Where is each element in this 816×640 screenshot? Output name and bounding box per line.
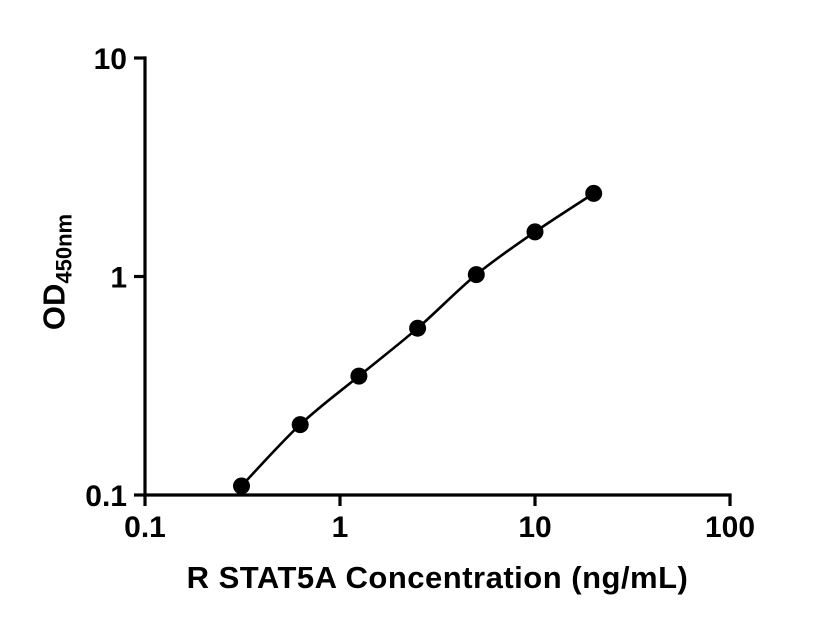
y-tick-label: 10 [94,43,127,76]
x-tick-label: 1 [332,511,349,544]
data-point [526,223,544,241]
data-point [291,416,309,434]
x-axis-label: R STAT5A Concentration (ng/mL) [186,560,689,595]
x-tick-label: 0.1 [124,511,166,544]
y-axis-label-sub: 450nm [51,213,77,284]
x-tick-label: 100 [705,511,755,544]
x-tick-label: 10 [518,511,551,544]
y-tick-label: 1 [110,262,127,295]
data-point [467,266,485,284]
data-point [233,477,250,495]
data-point [585,184,603,202]
data-point [350,367,368,385]
axes [143,56,732,497]
y-axis-label-main: OD [36,283,72,331]
y-axis-label: OD450nm [36,214,77,330]
data-point [409,319,427,337]
y-tick-label: 0.1 [85,480,127,513]
